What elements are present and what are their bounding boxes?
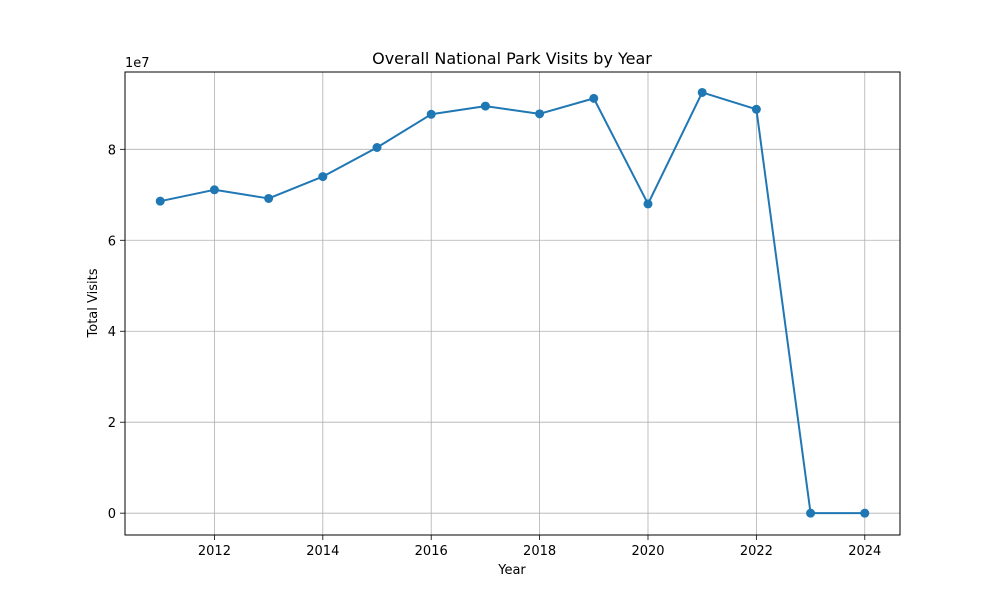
x-tick-label: 2016 bbox=[415, 544, 448, 559]
x-tick-label: 2014 bbox=[306, 544, 339, 559]
series-line bbox=[160, 91, 865, 515]
series-group bbox=[155, 87, 870, 518]
x-tick-label: 2024 bbox=[848, 544, 881, 559]
data-point bbox=[264, 193, 274, 203]
data-point bbox=[751, 104, 761, 114]
data-point bbox=[806, 508, 816, 518]
data-point bbox=[480, 101, 490, 111]
chart-title: Overall National Park Visits by Year bbox=[372, 49, 652, 68]
plot-frame bbox=[124, 71, 901, 536]
data-point bbox=[426, 109, 436, 119]
y-axis-title: Total Visits bbox=[86, 268, 101, 338]
x-tick-label: 2020 bbox=[631, 544, 664, 559]
y-axis: 0 2 4 6 8 bbox=[108, 143, 125, 522]
data-point bbox=[155, 196, 165, 206]
y-tick-label: 4 bbox=[108, 325, 116, 340]
data-point bbox=[318, 172, 328, 182]
y-tick-label: 6 bbox=[108, 234, 116, 249]
grid bbox=[125, 72, 900, 535]
x-tick-label: 2022 bbox=[740, 544, 773, 559]
data-point bbox=[643, 199, 653, 209]
x-axis-title: Year bbox=[497, 563, 526, 578]
data-point bbox=[589, 93, 599, 103]
data-point bbox=[535, 109, 545, 119]
x-tick-label: 2018 bbox=[523, 544, 556, 559]
x-tick-label: 2012 bbox=[198, 544, 231, 559]
data-point bbox=[209, 185, 219, 195]
y-axis-offset-label: 1e7 bbox=[125, 56, 150, 71]
y-tick-label: 8 bbox=[108, 143, 116, 158]
y-tick-label: 2 bbox=[108, 416, 116, 431]
data-point bbox=[697, 87, 707, 97]
data-point bbox=[860, 508, 870, 518]
data-point bbox=[372, 142, 382, 152]
y-tick-label: 0 bbox=[108, 507, 116, 522]
x-axis: 2012 2014 2016 2018 2020 2022 2024 bbox=[198, 535, 881, 559]
